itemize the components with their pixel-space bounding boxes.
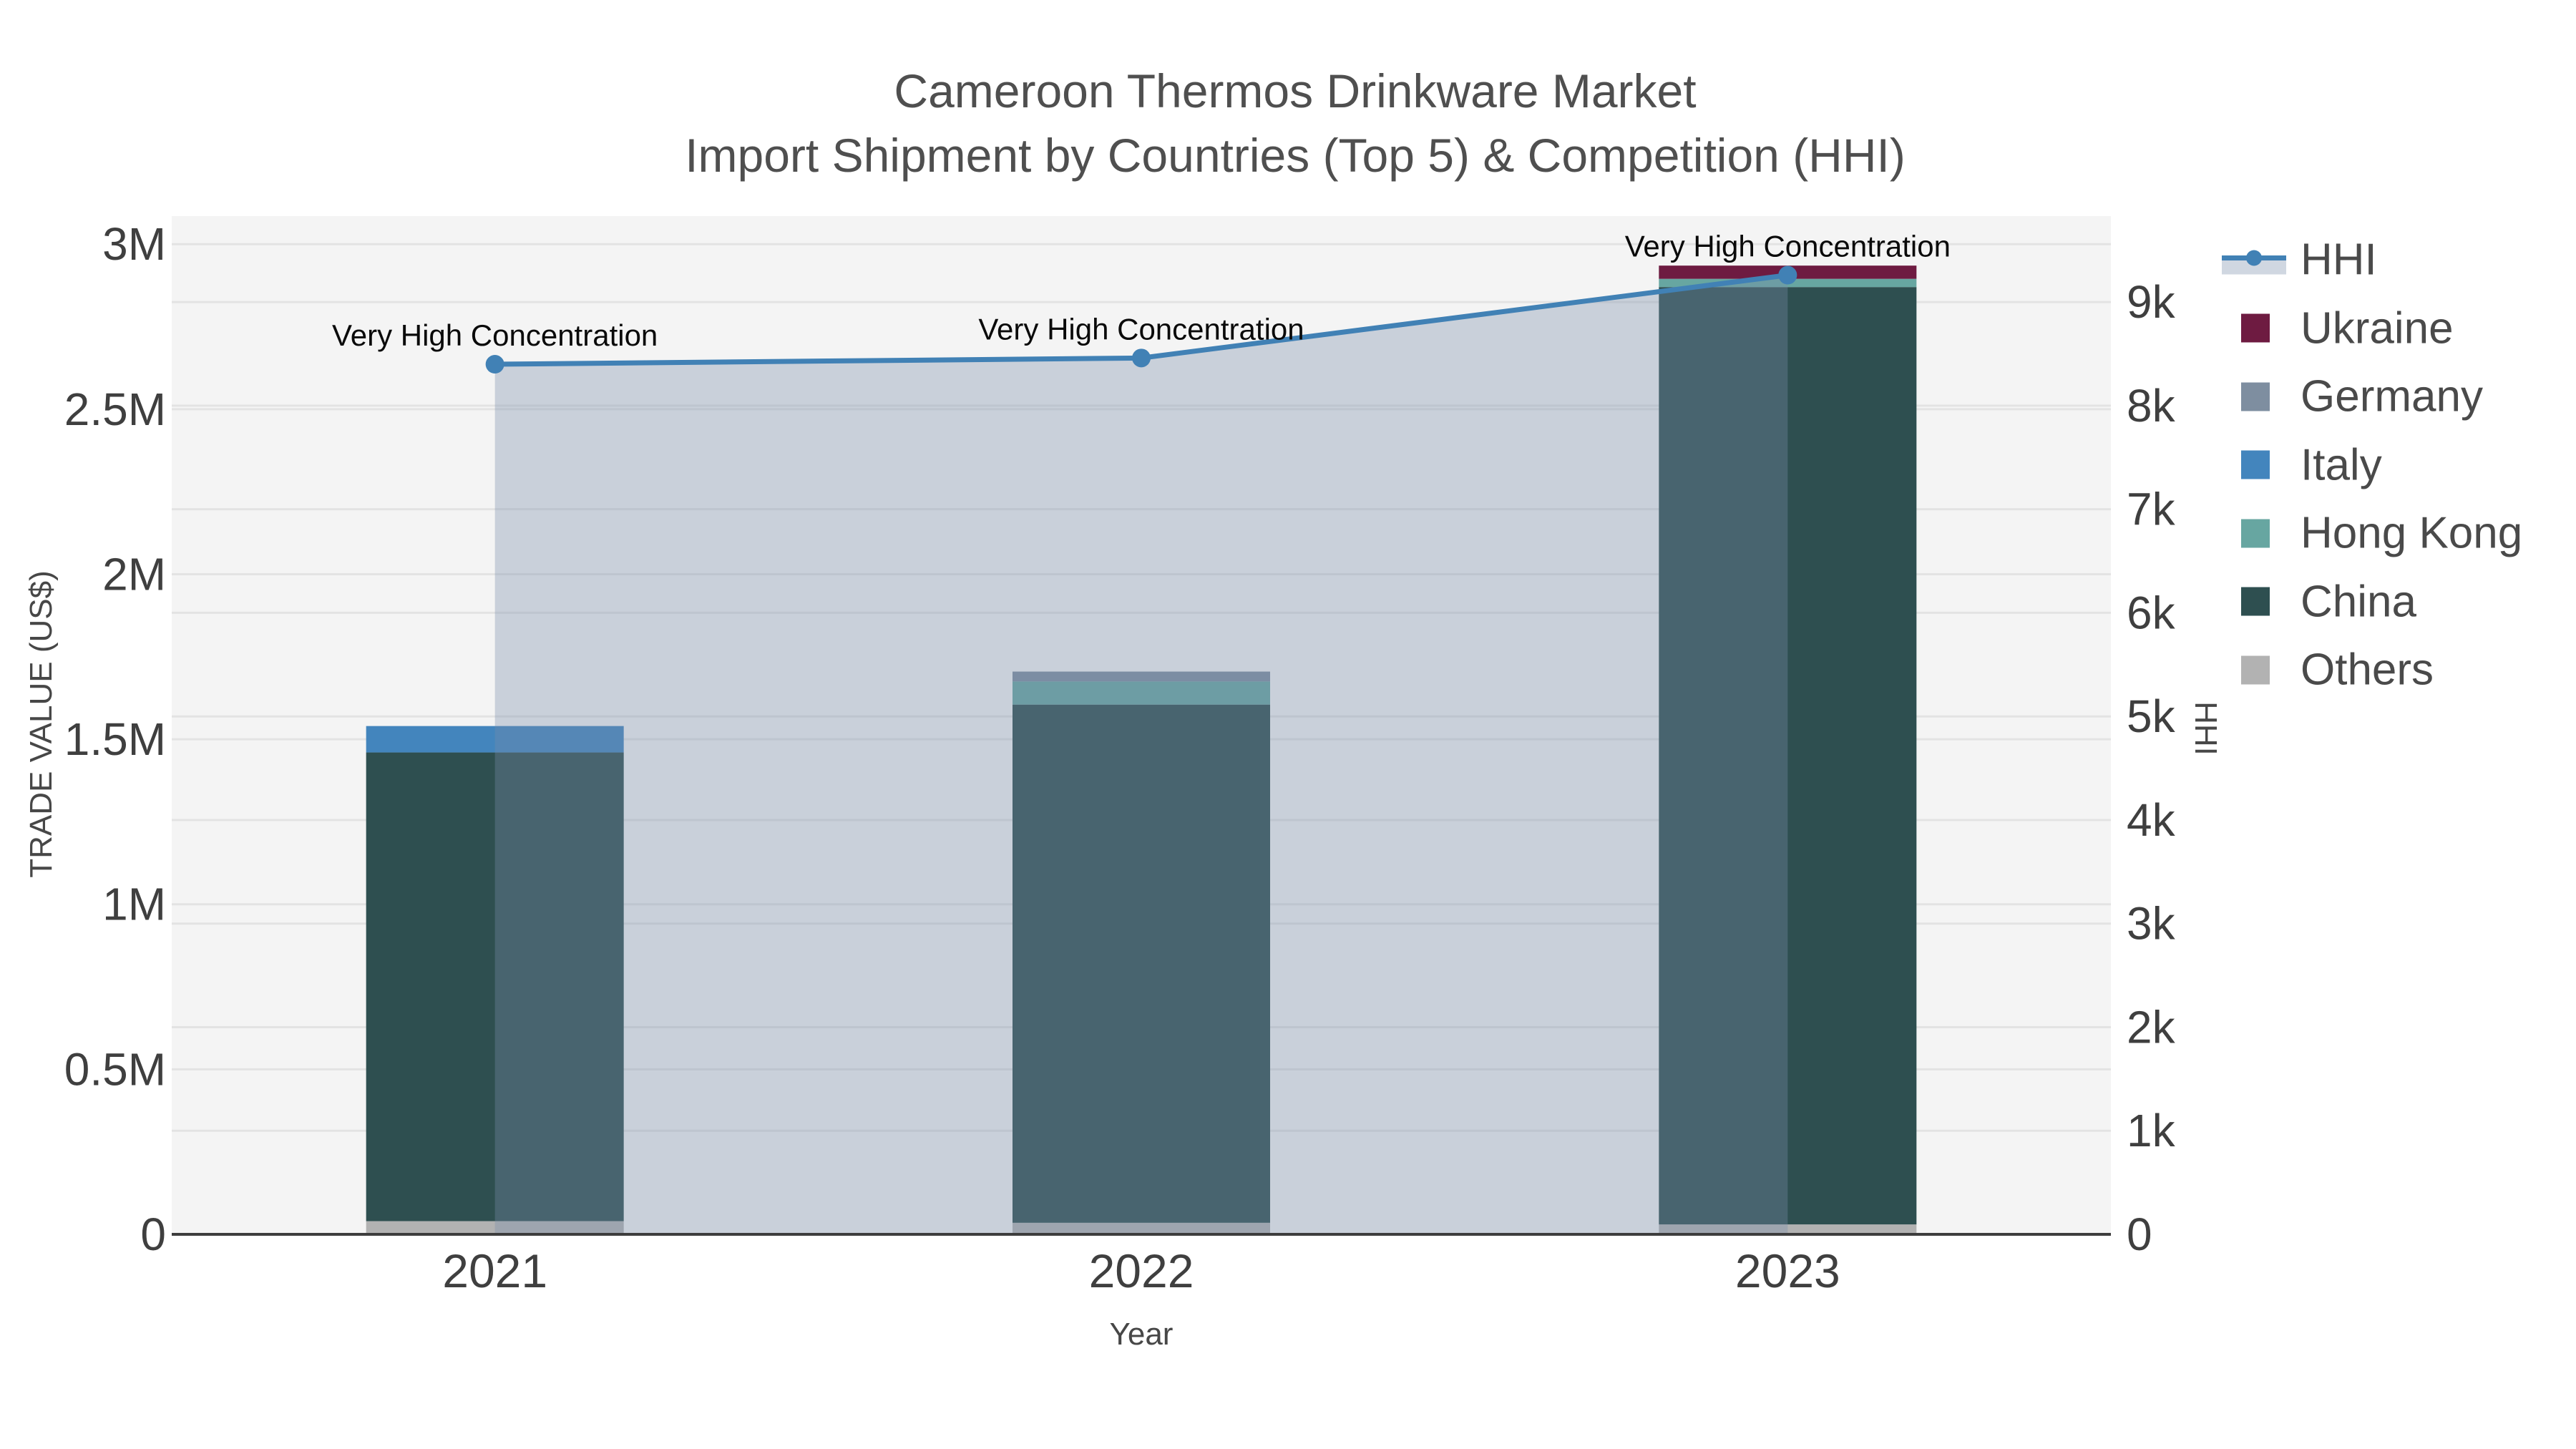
chart-title: Cameroon Thermos Drinkware Market Import… xyxy=(0,59,2576,187)
bar-2021-italy xyxy=(366,726,624,753)
y-left-tick-2-5m: 2.5M xyxy=(64,384,166,435)
legend-item-hong-kong[interactable]: Hong Kong xyxy=(2222,508,2522,559)
legend-color-swatch-ukraine xyxy=(2241,313,2270,343)
y-right-tick-2k: 2k xyxy=(2127,1001,2176,1053)
y-right-tick-0: 0 xyxy=(2127,1209,2152,1260)
legend-color-swatch-hong-kong xyxy=(2241,519,2270,547)
legend-color-swatch-italy xyxy=(2241,450,2270,479)
y-axis-title-left: TRADE VALUE (US$) xyxy=(24,570,59,878)
x-axis-title: Year xyxy=(1109,1317,1174,1352)
bar-2022-hong-kong xyxy=(1013,681,1270,705)
hhi-marker-2022 xyxy=(1132,348,1151,368)
y-right-tick-5k: 5k xyxy=(2127,691,2176,742)
annotation-2022: Very High Concentration xyxy=(978,312,1304,346)
hhi-area xyxy=(494,275,1788,1235)
legend-label-hong-kong: Hong Kong xyxy=(2301,508,2523,558)
legend-swatch-icon xyxy=(2222,382,2301,411)
hhi-marker-2021 xyxy=(485,355,504,374)
y-right-tick-6k: 6k xyxy=(2127,587,2176,638)
annotation-2021: Very High Concentration xyxy=(332,318,658,352)
legend-swatch-icon xyxy=(2222,655,2301,684)
bar-2021-others xyxy=(366,1221,624,1234)
annotation-2023: Very High Concentration xyxy=(1625,230,1951,263)
bar-2022-china xyxy=(1013,704,1270,1223)
x-tick-2022: 2022 xyxy=(1089,1244,1194,1297)
legend-label-hhi: HHI xyxy=(2301,235,2377,285)
legend-color-swatch-china xyxy=(2241,587,2270,616)
bar-2021-china xyxy=(366,752,624,1221)
legend-label-italy: Italy xyxy=(2301,440,2382,489)
y-right-tick-9k: 9k xyxy=(2127,276,2176,328)
y-left-tick-2m: 2M xyxy=(102,548,166,600)
chart-title-line1: Cameroon Thermos Drinkware Market xyxy=(894,64,1697,117)
chart-title-line2: Import Shipment by Countries (Top 5) & C… xyxy=(685,129,1906,182)
bar-2023-others xyxy=(1659,1224,1917,1234)
bar-2022-germany xyxy=(1013,671,1270,682)
legend-label-others: Others xyxy=(2301,645,2434,695)
legend-color-swatch-germany xyxy=(2241,382,2270,411)
legend-item-ukraine[interactable]: Ukraine xyxy=(2222,303,2454,353)
y-right-tick-7k: 7k xyxy=(2127,484,2176,535)
y-right-tick-8k: 8k xyxy=(2127,380,2176,431)
legend-item-china[interactable]: China xyxy=(2222,576,2416,627)
bar-2022-others xyxy=(1013,1222,1270,1234)
x-tick-2021: 2021 xyxy=(442,1244,547,1297)
hhi-marker-2023 xyxy=(1778,265,1797,285)
bar-2023-china xyxy=(1659,287,1917,1225)
y-left-tick-1-5m: 1.5M xyxy=(64,713,166,765)
legend-label-germany: Germany xyxy=(2301,371,2483,421)
y-right-tick-4k: 4k xyxy=(2127,794,2176,846)
x-tick-2023: 2023 xyxy=(1735,1244,1840,1297)
legend-item-italy[interactable]: Italy xyxy=(2222,439,2382,490)
legend-swatch-icon xyxy=(2222,313,2301,343)
hhi-legend-glyph-icon xyxy=(2222,250,2286,274)
y-left-tick-1m: 1M xyxy=(102,879,166,930)
y-right-tick-1k: 1k xyxy=(2127,1105,2176,1156)
y-axis-title-right: HHI xyxy=(2188,701,2223,756)
y-left-tick-0-5m: 0.5M xyxy=(64,1043,166,1095)
legend-swatch-icon xyxy=(2222,450,2301,479)
legend-label-ukraine: Ukraine xyxy=(2301,303,2454,353)
y-left-tick-0: 0 xyxy=(140,1209,166,1260)
hhi-line-swatch-icon xyxy=(2222,241,2301,278)
legend-item-others[interactable]: Others xyxy=(2222,645,2434,696)
y-left-tick-3m: 3M xyxy=(102,218,166,270)
legend-swatch-icon xyxy=(2222,587,2301,616)
legend-label-china: China xyxy=(2301,577,2416,626)
y-right-tick-3k: 3k xyxy=(2127,898,2176,950)
legend-swatch-icon xyxy=(2222,519,2301,547)
legend-color-swatch-others xyxy=(2241,655,2270,684)
legend-item-hhi[interactable]: HHI xyxy=(2222,235,2377,286)
legend-item-germany[interactable]: Germany xyxy=(2222,371,2483,422)
